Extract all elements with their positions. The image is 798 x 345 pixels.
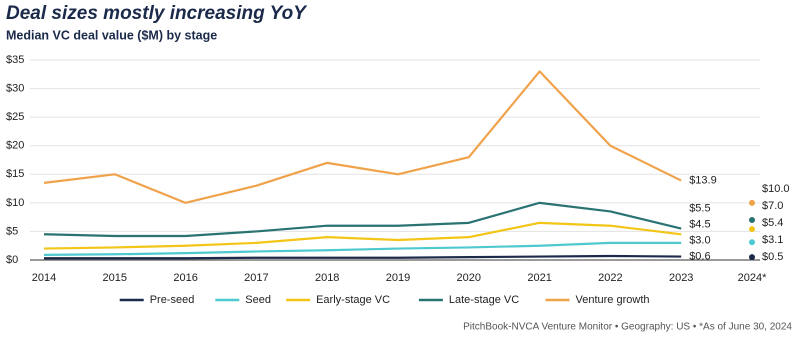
chart-subtitle: Median VC deal value ($M) by stage — [6, 28, 217, 42]
chart-title: Deal sizes mostly increasing YoY — [6, 3, 308, 24]
y-tick-label: $5 — [6, 225, 18, 237]
value-label: $5.4 — [762, 217, 783, 229]
legend-label: Venture growth — [576, 294, 650, 306]
x-tick-label: 2016 — [173, 272, 197, 284]
value-label: $7.0 — [762, 200, 783, 212]
y-tick-label: $0 — [6, 254, 18, 266]
value-label: $0.5 — [762, 251, 783, 263]
series-line — [43, 70, 682, 204]
x-tick-label: 2018 — [315, 272, 339, 284]
series-line — [44, 254, 682, 260]
ytd-dot — [749, 226, 755, 233]
series-line — [43, 241, 682, 256]
value-label: $13.9 — [689, 174, 717, 186]
x-tick-label: 2024* — [738, 272, 767, 284]
value-label: $3.1 — [762, 234, 783, 246]
x-tick-label: 2020 — [457, 272, 481, 284]
x-tick-label: 2021 — [527, 272, 551, 284]
legend-label: Early-stage VC — [316, 294, 390, 306]
x-tick-label: 2022 — [598, 272, 622, 284]
legend-label: Seed — [245, 294, 271, 306]
ytd-dot — [749, 254, 755, 261]
y-tick-label: $15 — [6, 168, 24, 180]
y-tick-label: $10 — [6, 197, 24, 209]
x-tick-label: 2017 — [244, 272, 268, 284]
ytd-dot — [749, 217, 755, 223]
series-line — [43, 201, 682, 238]
value-label: $3.0 — [689, 234, 710, 246]
value-label: $5.5 — [689, 202, 710, 214]
ytd-dot — [749, 199, 755, 206]
y-tick-label: $35 — [6, 54, 24, 66]
series-line — [43, 221, 682, 250]
x-tick-label: 2019 — [386, 272, 410, 284]
legend-label: Pre-seed — [150, 294, 195, 306]
y-tick-label: $20 — [6, 140, 24, 152]
legend-label: Late-stage VC — [449, 294, 519, 306]
x-tick-label: 2014 — [32, 272, 56, 284]
value-label: $4.5 — [689, 218, 710, 230]
value-label: $0.6 — [689, 250, 710, 262]
ytd-dot — [749, 239, 755, 246]
x-tick-label: 2015 — [103, 272, 127, 284]
y-tick-label: $25 — [6, 111, 24, 123]
x-tick-label: 2023 — [669, 272, 693, 284]
source-note: PitchBook-NVCA Venture Monitor • Geograp… — [463, 322, 792, 333]
value-label: $10.0 — [762, 183, 790, 195]
y-tick-label: $30 — [6, 82, 24, 94]
